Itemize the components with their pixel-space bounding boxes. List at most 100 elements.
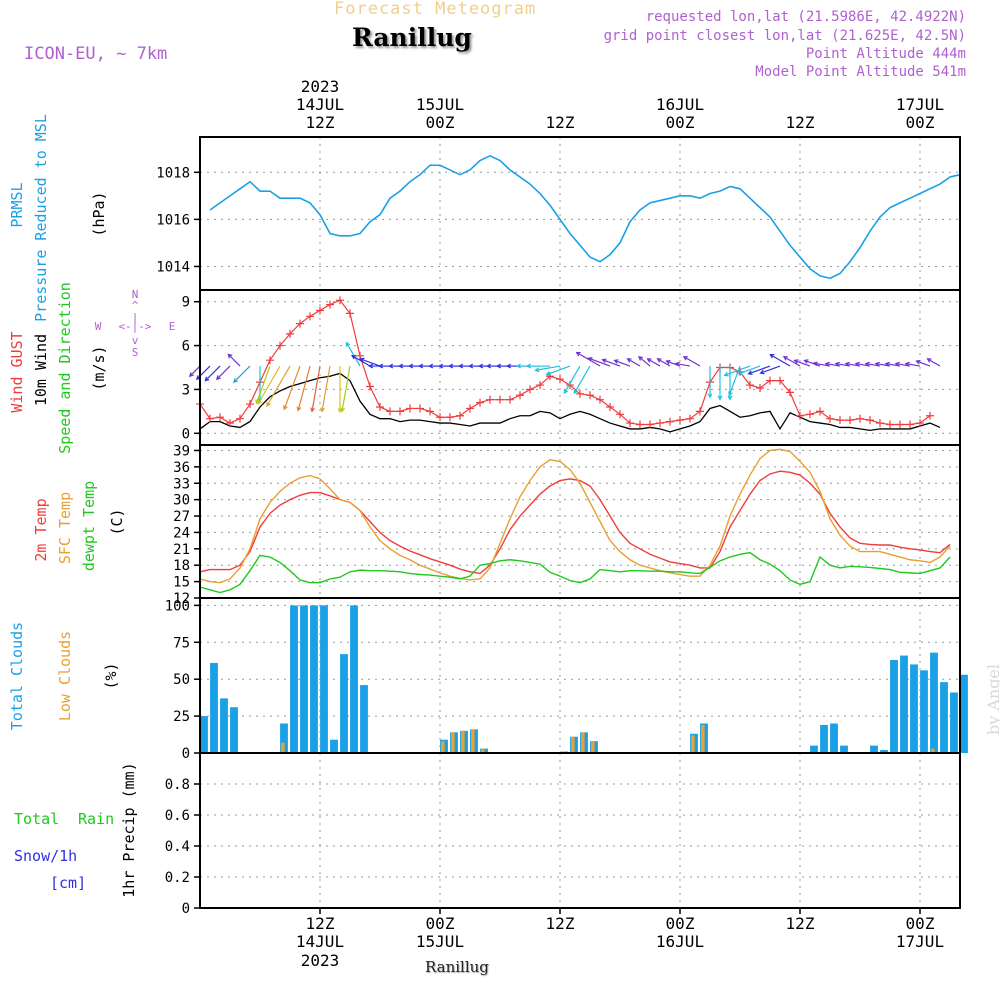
wind-arrow — [793, 359, 811, 367]
credit-watermark: by Angel — [984, 663, 1000, 736]
top-day-label: 15JUL — [416, 95, 464, 114]
gust-marker — [236, 414, 244, 423]
gust-marker — [836, 416, 844, 425]
low-cloud-bar — [581, 732, 585, 753]
y-tick-label: 100 — [165, 598, 190, 614]
wind-arrow — [204, 365, 221, 382]
y-tick-label: 3 — [182, 382, 190, 398]
gust-marker — [796, 411, 804, 420]
precip-snow-label: Snow/1h — [14, 847, 77, 865]
temp-sfc-label: SFC Temp — [56, 492, 74, 564]
wind-arrow — [534, 365, 561, 373]
total-cloud-bar — [810, 745, 818, 753]
wind-unit: (m/s) — [90, 345, 108, 390]
chart-title: Forecast Meteogram — [334, 0, 537, 19]
gust-marker — [626, 419, 634, 428]
total-cloud-bar — [940, 682, 948, 753]
wind-arrow — [904, 361, 921, 367]
wind-arrow — [340, 365, 351, 413]
wind-arrow — [737, 365, 761, 376]
gust-marker — [426, 407, 434, 416]
gust-marker — [616, 410, 624, 419]
gust-marker — [436, 413, 444, 422]
gust-marker — [696, 407, 704, 416]
gust-marker — [846, 416, 854, 425]
wind-arrow — [232, 365, 251, 384]
bottom-time-label: 00Z — [906, 914, 935, 933]
top-time-label: 12Z — [786, 113, 815, 132]
wind-arrow — [626, 358, 641, 367]
y-tick-label: 27 — [173, 509, 190, 525]
wind-arrow — [759, 365, 781, 375]
y-tick-label: 0 — [182, 746, 190, 762]
top-day-label: 14JUL — [296, 95, 344, 114]
compass-we: <-|-> — [118, 320, 151, 333]
total-cloud-bar — [200, 716, 208, 753]
compass-down: v — [132, 334, 139, 347]
gust-marker — [896, 420, 904, 429]
wind-arrow — [257, 365, 281, 406]
gust-marker — [686, 414, 694, 423]
gust-marker — [826, 414, 834, 423]
wind-arrow — [915, 359, 931, 367]
gust-marker — [286, 329, 294, 338]
y-tick-label: 0.2 — [165, 870, 190, 886]
wind-arrow — [227, 353, 241, 367]
dewpt-line — [199, 551, 951, 594]
y-tick-label: 1014 — [156, 259, 190, 275]
wind-arrow — [646, 358, 661, 367]
total-cloud-bar — [310, 605, 318, 753]
wind-arrow — [320, 365, 331, 413]
gust-marker — [576, 389, 584, 398]
gust-marker — [886, 420, 894, 429]
total-cloud-bar — [220, 698, 228, 753]
wind-arrow — [723, 365, 751, 377]
gust-marker — [596, 395, 604, 404]
gust-marker — [476, 398, 484, 407]
total-cloud-bar — [360, 685, 368, 753]
y-tick-label: 33 — [173, 476, 190, 492]
gust-marker — [226, 419, 234, 428]
precip-cm-label: [cm] — [50, 874, 86, 892]
total-cloud-bar — [320, 605, 328, 753]
gust-marker — [276, 341, 284, 350]
gust-marker — [766, 376, 774, 385]
top-time-label: 00Z — [426, 113, 455, 132]
y-tick-label: 36 — [173, 460, 190, 476]
gust-marker — [326, 300, 334, 309]
bottom-day-label: 17JUL — [896, 932, 944, 951]
total-cloud-bar — [820, 724, 828, 753]
gust-marker — [636, 420, 644, 429]
gust-marker — [606, 402, 614, 411]
compass-mid: | — [132, 311, 139, 324]
total-cloud-bar — [920, 670, 928, 753]
compass-e: E — [169, 320, 176, 333]
gust-marker — [486, 395, 494, 404]
gust-marker — [316, 306, 324, 315]
gust-marker — [916, 419, 924, 428]
wind-arrow — [310, 365, 321, 413]
y-tick-label: 30 — [173, 493, 190, 509]
top-time-label: 12Z — [306, 113, 335, 132]
compass-n: N — [132, 288, 139, 301]
y-tick-label: 9 — [182, 295, 190, 311]
total-cloud-bar — [300, 605, 308, 753]
gust-marker — [926, 411, 934, 420]
y-tick-label: 18 — [173, 558, 190, 574]
wind-arrow — [803, 359, 821, 367]
gust-marker — [406, 404, 414, 413]
low-cloud-bar — [931, 748, 935, 753]
top-time-label: 00Z — [906, 113, 935, 132]
bottom-time-label: 12Z — [786, 914, 815, 933]
compass-s: S — [132, 346, 139, 359]
gust-marker — [386, 407, 394, 416]
wind-arrow — [563, 365, 581, 395]
gust-marker — [366, 382, 374, 391]
info-line-2: grid point closest lon,lat (21.625E, 42.… — [603, 28, 966, 44]
gust-marker — [906, 420, 914, 429]
pressure-line — [209, 154, 961, 280]
temp-2m-line — [199, 470, 951, 575]
y-tick-label: 1016 — [156, 212, 190, 228]
info-line-1: requested lon,lat (21.5986E, 42.4922N) — [645, 9, 966, 25]
